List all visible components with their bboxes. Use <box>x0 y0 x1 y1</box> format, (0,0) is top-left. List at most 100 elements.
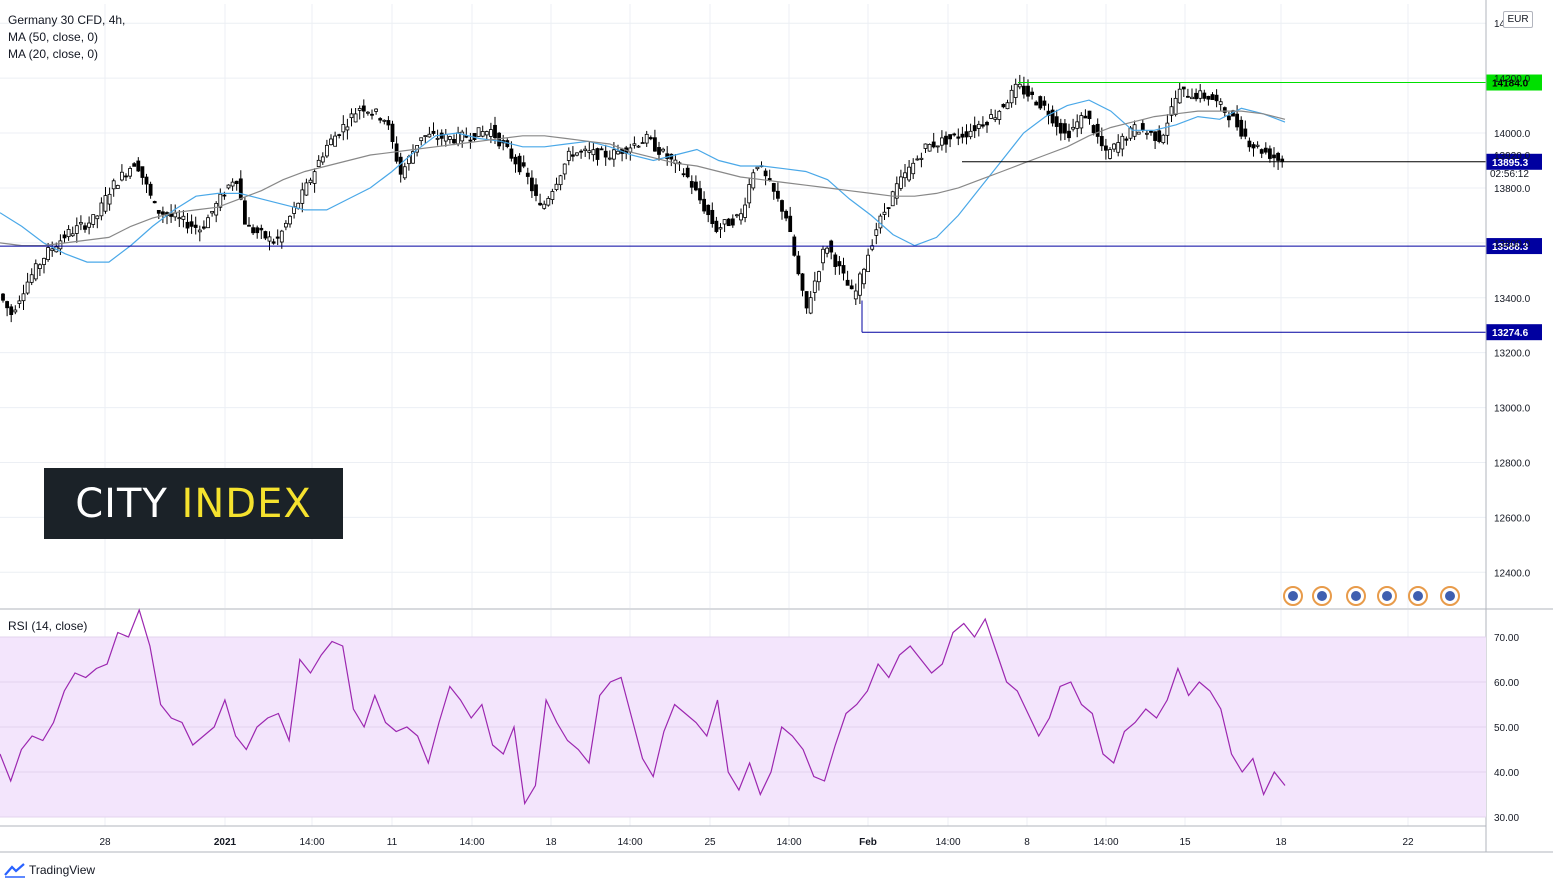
time-tick-label: 14:00 <box>617 837 642 848</box>
candle-body <box>985 121 989 126</box>
candle-body <box>571 154 575 157</box>
candle-body <box>845 279 850 286</box>
candle-body <box>382 119 387 122</box>
candle-body <box>1083 115 1088 119</box>
candle-body <box>443 134 448 142</box>
candle-body <box>95 215 100 220</box>
candle-body <box>185 221 190 229</box>
candle-body <box>353 113 358 123</box>
candle-body <box>911 162 916 175</box>
candle-body <box>1227 115 1231 121</box>
candle-body <box>841 265 846 274</box>
candle-body <box>993 117 998 120</box>
candle-body <box>136 160 141 172</box>
candle-body <box>882 211 887 215</box>
price-tick-label: 13600.0 <box>1494 239 1531 250</box>
candle-body <box>1243 128 1248 137</box>
candle-body <box>685 167 690 178</box>
event-flag-icon <box>1445 591 1455 601</box>
candle-body <box>402 166 407 179</box>
candle-body <box>808 297 813 314</box>
price-tick-label: 14200.0 <box>1494 74 1531 85</box>
candle-body <box>38 264 42 269</box>
candle-body <box>1091 125 1096 134</box>
candle-body <box>341 124 346 133</box>
candle-body <box>411 151 415 164</box>
candle-body <box>1276 152 1280 161</box>
candle-body <box>1005 102 1010 110</box>
level-price-tag <box>1486 324 1542 341</box>
logo-index-text: INDEX <box>181 480 312 527</box>
candle-body <box>566 150 571 161</box>
candle-body <box>1112 143 1116 150</box>
rsi-line <box>0 608 1286 806</box>
candle-body <box>111 180 116 190</box>
candle-body <box>636 145 641 148</box>
candle-body <box>1075 121 1080 129</box>
price-tick-label: 12600.0 <box>1494 513 1531 524</box>
candle-body <box>1268 148 1272 159</box>
candle-body <box>419 137 424 142</box>
candle-body <box>1054 116 1059 127</box>
candle-body <box>1218 101 1223 105</box>
candle-body <box>50 248 55 251</box>
candle-body <box>944 135 948 145</box>
candle-body <box>899 176 903 189</box>
candle-body <box>591 149 596 156</box>
event-flag-icon <box>1351 591 1361 601</box>
candle-body <box>226 184 231 189</box>
candle-body <box>550 191 555 200</box>
candle-body <box>1087 110 1092 120</box>
level-price-tag <box>1486 153 1542 170</box>
candle-body <box>587 150 592 153</box>
candle-body <box>981 124 985 127</box>
candle-body <box>337 134 342 137</box>
candle-body <box>837 261 842 267</box>
level-price-tag <box>1486 74 1542 91</box>
candle-body <box>62 234 67 239</box>
candle-body <box>853 290 858 300</box>
candle-body <box>333 135 338 147</box>
currency-badge[interactable]: EUR <box>1503 11 1533 28</box>
price-tick-label: 14000.0 <box>1494 129 1531 140</box>
candle-body <box>612 149 616 160</box>
rsi-label[interactable]: RSI (14, close) <box>8 619 88 633</box>
candle-body <box>735 214 739 217</box>
candle-body <box>304 182 309 196</box>
candle-body <box>25 281 30 294</box>
candle-body <box>452 138 456 144</box>
candle-body <box>546 198 551 206</box>
candle-body <box>509 148 514 159</box>
candle-body <box>378 118 383 121</box>
symbol-label[interactable]: Germany 30 CFD, 4h, <box>8 13 126 27</box>
event-flag-icon <box>1413 591 1423 601</box>
candle-body <box>743 204 747 218</box>
candle-body <box>480 131 485 137</box>
candle-body <box>653 137 657 152</box>
rsi-tick-label: 30.00 <box>1494 813 1519 824</box>
candle-body <box>316 159 321 167</box>
candle-body <box>103 195 108 212</box>
time-tick-label: 14:00 <box>935 837 960 848</box>
candle-body <box>755 166 760 170</box>
candle-body <box>603 150 608 158</box>
time-tick-label: 25 <box>704 837 716 848</box>
candle-body <box>427 133 432 138</box>
level-price-label: 13274.6 <box>1492 328 1529 339</box>
candle-body <box>718 227 723 230</box>
candle-body <box>128 168 133 177</box>
tradingview-brand[interactable]: TradingView <box>4 862 95 878</box>
candle-body <box>5 301 9 309</box>
ma20-label[interactable]: MA (20, close, 0) <box>8 47 99 61</box>
level-price-label: 13588.3 <box>1492 242 1529 253</box>
candle-body <box>124 175 128 178</box>
candle-body <box>484 131 489 136</box>
ma50-label[interactable]: MA (50, close, 0) <box>8 30 99 44</box>
candle-body <box>640 142 645 144</box>
event-flag-icon <box>1288 591 1298 601</box>
candle-body <box>197 229 202 233</box>
candle-body <box>710 209 715 224</box>
candle-body <box>903 172 907 179</box>
